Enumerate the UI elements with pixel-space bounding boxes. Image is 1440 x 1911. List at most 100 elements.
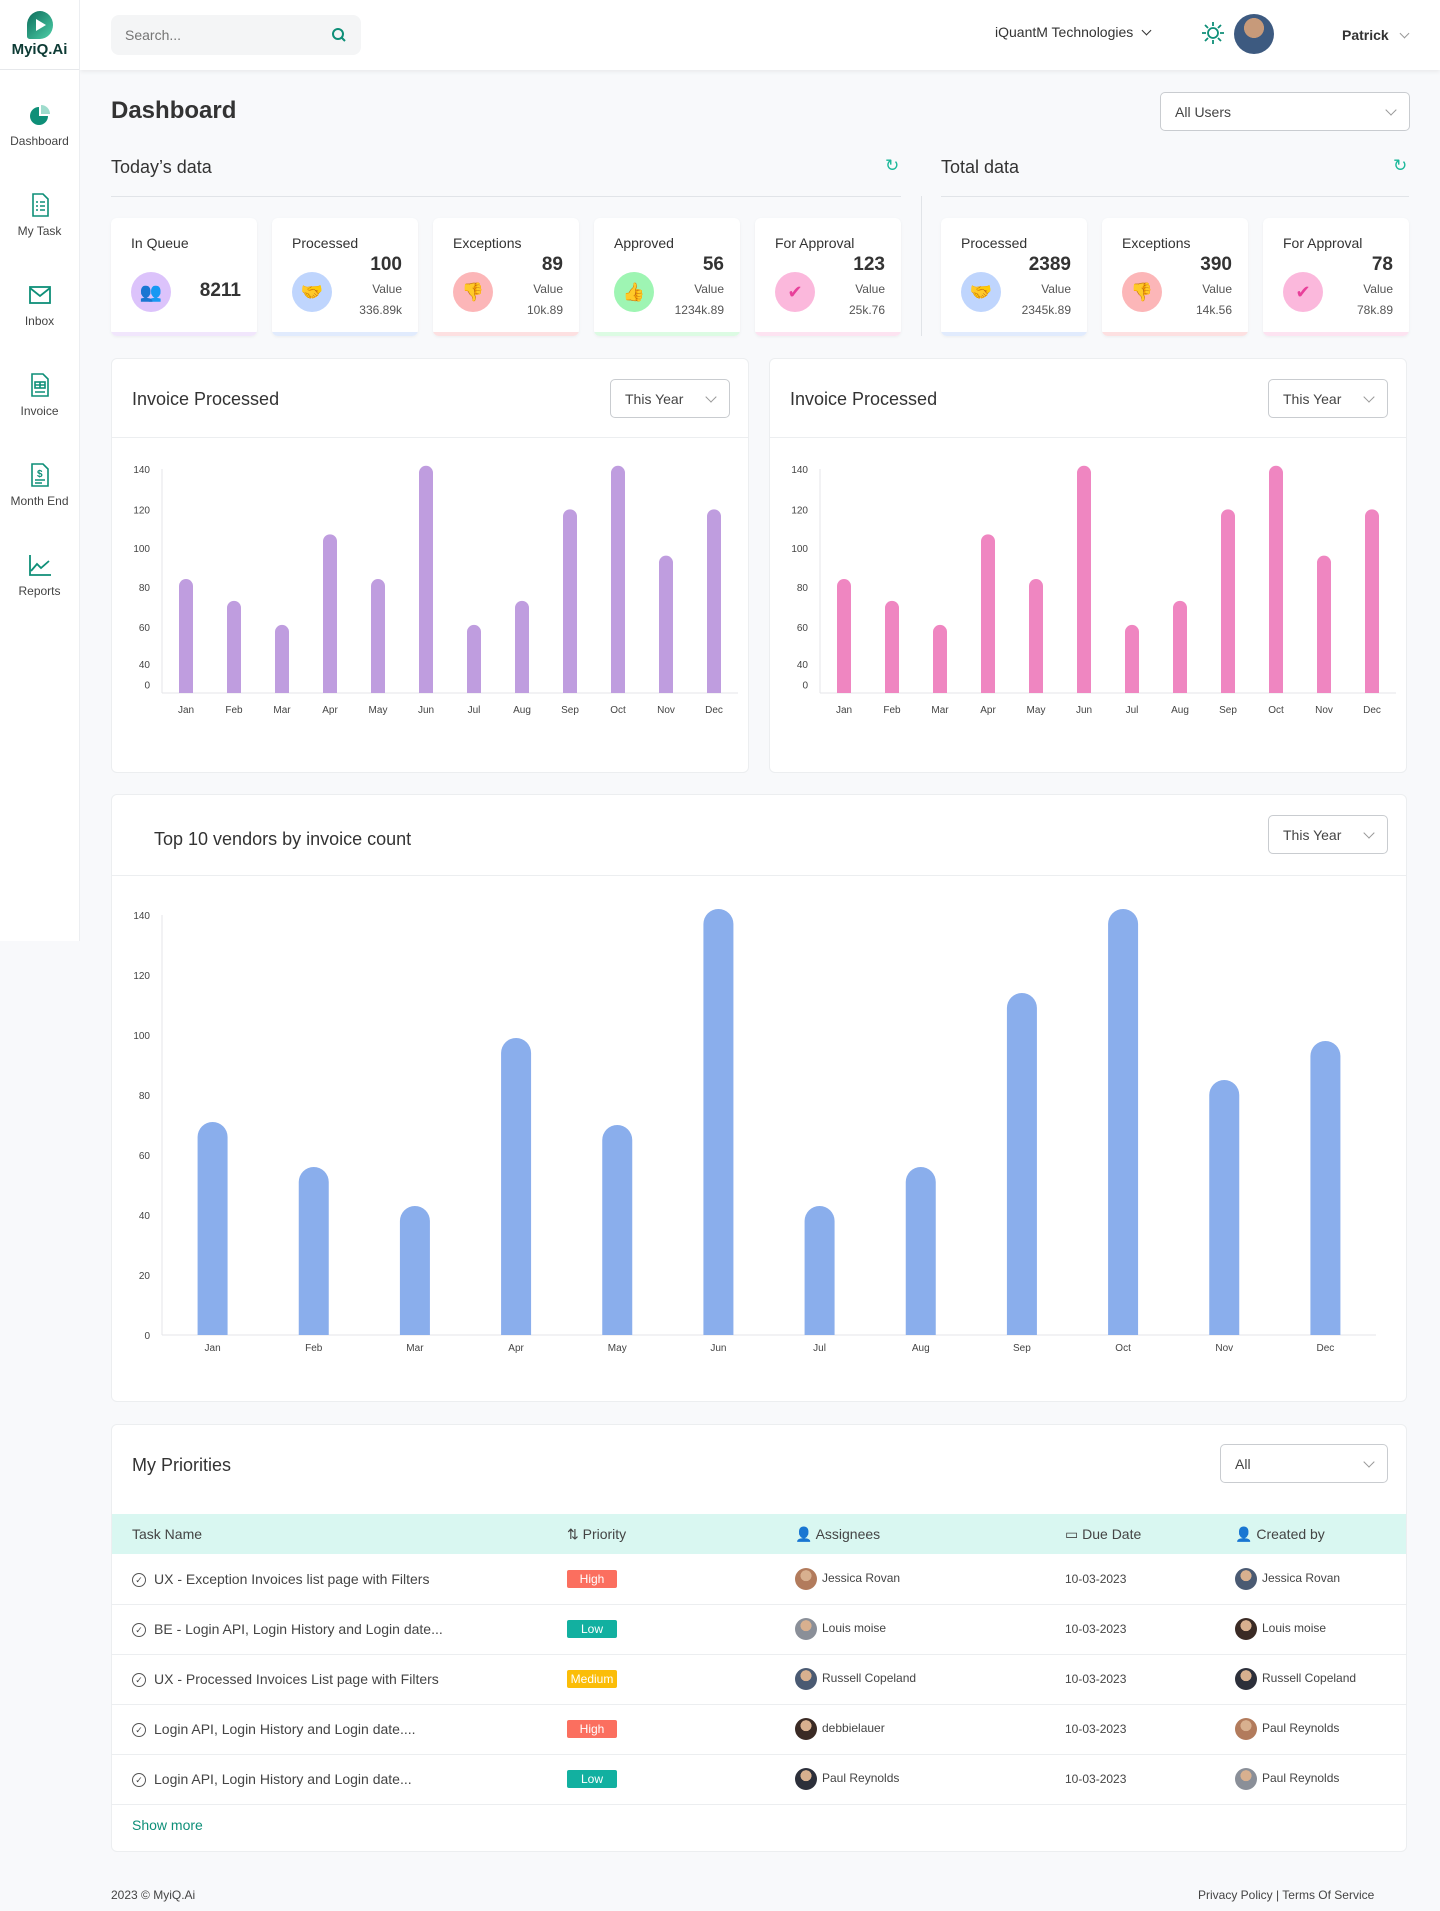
priority-filter-select[interactable]: All — [1220, 1444, 1388, 1483]
avatar — [1235, 1768, 1257, 1790]
section-title: My Priorities — [132, 1455, 232, 1475]
check-circle-icon[interactable]: ✓ — [132, 1773, 146, 1788]
copyright: 2023 © MyiQ.Ai — [111, 1888, 196, 1902]
bar-mar — [399, 1206, 430, 1335]
bar-oct — [1108, 909, 1139, 1335]
bar-jun — [1077, 465, 1091, 693]
search-icon[interactable] — [331, 27, 347, 43]
user-filter-select[interactable]: All Users — [1160, 92, 1410, 131]
x-tick-label: Jul — [468, 705, 481, 716]
bar-aug — [1173, 600, 1187, 693]
sidebar-item-label: Reports — [18, 584, 61, 598]
y-tick-label: 40 — [797, 660, 809, 671]
column-created-by[interactable]: 👤 Created by — [1235, 1514, 1406, 1554]
x-tick-label: Jun — [418, 705, 434, 716]
sidebar-item-month-end[interactable]: $ Month End — [0, 450, 79, 520]
company-selector[interactable]: iQuantM Technologies — [995, 24, 1152, 40]
x-tick-label: Jul — [813, 1343, 826, 1354]
invoice-processed-chart-card: Invoice Processed This Year 0 40 60 80 100 12… — [111, 358, 749, 773]
sidebar-item-invoice[interactable]: Invoice — [0, 360, 79, 430]
table-row[interactable]: ✓ Login API, Login History and Login date… — [112, 1704, 1406, 1755]
sidebar-item-label: Inbox — [24, 314, 55, 328]
user-menu[interactable]: Patrick — [1342, 27, 1410, 43]
column-label: Priority — [582, 1525, 627, 1542]
card-label: For Approval — [1283, 235, 1363, 251]
user-avatar[interactable] — [1234, 14, 1274, 54]
privacy-policy-link[interactable]: Privacy Policy — [1198, 1888, 1273, 1902]
avatar — [1235, 1718, 1257, 1740]
task-name: BE - Login API, Login History and Login … — [154, 1620, 443, 1637]
bar-jun — [419, 465, 433, 693]
task-cell: ✓ Login API, Login History and Login date… — [112, 1754, 567, 1805]
column-task-name[interactable]: Task Name — [112, 1514, 567, 1554]
stat-card-processed[interactable]: Processed 🤝 100 Value 336.89k — [272, 218, 418, 336]
task-name: UX - Exception Invoices list page with F… — [154, 1570, 430, 1587]
check-circle-icon[interactable]: ✓ — [132, 1673, 146, 1688]
bar-mar — [933, 624, 947, 693]
y-tick-label: 60 — [139, 1151, 151, 1162]
check-circle-icon[interactable]: ✓ — [132, 1572, 146, 1587]
bar-feb — [298, 1167, 329, 1335]
check-circle-icon[interactable]: ✓ — [132, 1623, 146, 1638]
bar-apr — [981, 534, 995, 693]
check-circle-icon[interactable]: ✓ — [132, 1723, 146, 1738]
column-assignees[interactable]: 👤 Assignees — [795, 1514, 1065, 1554]
search-input[interactable] — [125, 27, 331, 43]
column-priority[interactable]: ⇅ Priority — [567, 1514, 795, 1554]
x-tick-label: Aug — [1171, 705, 1189, 716]
sun-icon[interactable] — [1200, 20, 1226, 46]
stat-card-exceptions[interactable]: Exceptions 👎 89 Value 10k.89 — [433, 218, 579, 336]
sidebar-item-dashboard[interactable]: Dashboard — [0, 90, 79, 160]
y-tick-label: 0 — [144, 681, 150, 692]
select-value: This Year — [625, 390, 684, 407]
y-tick-label: 100 — [133, 1031, 150, 1042]
search-box[interactable] — [111, 15, 361, 55]
y-tick-label: 40 — [139, 660, 151, 671]
sidebar-item-my-task[interactable]: My Task — [0, 180, 79, 250]
period-select[interactable]: This Year — [1268, 379, 1388, 418]
card-value: 2345k.89 — [1021, 303, 1071, 317]
x-tick-label: Oct — [610, 705, 626, 716]
table-row[interactable]: ✓ BE - Login API, Login History and Login… — [112, 1604, 1406, 1655]
show-more-link[interactable]: Show more — [132, 1817, 203, 1833]
assignee-cell: debbielauer — [795, 1704, 1065, 1755]
table-row[interactable]: ✓ Login API, Login History and Login date… — [112, 1754, 1406, 1805]
bar-chart: 0 40 60 80 100 120 140 Jan Feb Mar Apr May Jun Jul Aug… — [791, 465, 1396, 716]
refresh-icon[interactable]: ↻ — [885, 156, 900, 175]
column-due-date[interactable]: ▭ Due Date — [1065, 1514, 1235, 1554]
stat-card-in-queue[interactable]: In Queue 👥 8211 — [111, 218, 257, 336]
top-vendors-chart-card: Top 10 vendors by invoice count This Yea… — [111, 794, 1407, 1402]
y-tick-label: 140 — [133, 911, 150, 922]
card-count: 56 — [702, 254, 724, 275]
task-cell: ✓ Login API, Login History and Login date… — [112, 1704, 567, 1755]
avatar — [795, 1618, 817, 1640]
card-label: For Approval — [775, 235, 855, 251]
y-tick-label: 120 — [133, 505, 150, 516]
sidebar-item-inbox[interactable]: Inbox — [0, 270, 79, 340]
table-row[interactable]: ✓ UX - Exception Invoices list page with … — [112, 1554, 1406, 1605]
assignee-cell: Jessica Rovan — [795, 1554, 1065, 1605]
total-card-processed[interactable]: Processed 🤝 2389 Value 2345k.89 — [941, 218, 1087, 336]
refresh-icon[interactable]: ↻ — [1393, 156, 1408, 175]
handshake-icon: 🤝 — [961, 272, 1001, 312]
stat-card-for-approval[interactable]: For Approval ✔ 123 Value 25k.76 — [755, 218, 901, 336]
total-card-for-approval[interactable]: For Approval ✔ 78 Value 78k.89 — [1263, 218, 1409, 336]
x-tick-label: Jul — [1126, 705, 1139, 716]
due-date: 10-03-2023 — [1065, 1654, 1235, 1705]
terms-link[interactable]: Terms Of Service — [1282, 1888, 1375, 1902]
table-row[interactable]: ✓ UX - Processed Invoices List page with … — [112, 1654, 1406, 1705]
total-card-exceptions[interactable]: Exceptions 👎 390 Value 14k.56 — [1102, 218, 1248, 336]
stat-card-approved[interactable]: Approved 👍 56 Value 1234k.89 — [594, 218, 740, 336]
sidebar-item-reports[interactable]: Reports — [0, 540, 79, 610]
x-tick-label: Aug — [912, 1343, 930, 1354]
period-select[interactable]: This Year — [610, 379, 730, 418]
period-select[interactable]: This Year — [1268, 815, 1388, 854]
card-value-label: Value — [1363, 282, 1393, 296]
x-tick-label: Aug — [513, 705, 531, 716]
card-label: In Queue — [131, 235, 189, 251]
card-stripe — [594, 332, 740, 336]
card-count: 123 — [853, 254, 885, 275]
chevron-down-icon — [1363, 390, 1375, 403]
logo[interactable]: MyiQ.Ai — [0, 0, 79, 70]
mail-icon — [28, 286, 51, 304]
